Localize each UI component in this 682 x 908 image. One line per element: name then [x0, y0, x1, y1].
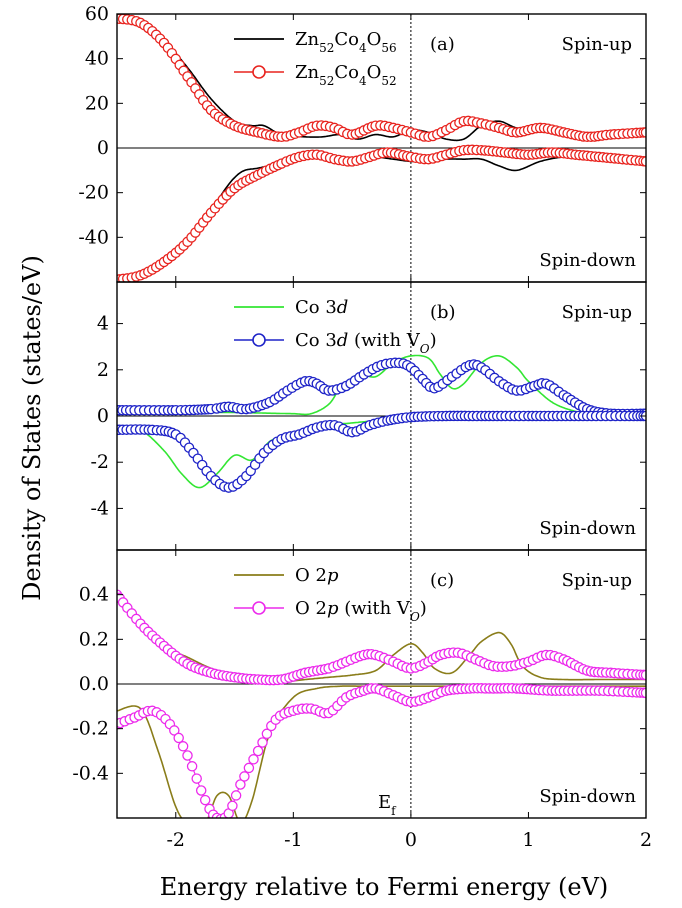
y-tick-label: -4 [90, 497, 109, 519]
y-tick-label: 0 [97, 405, 109, 427]
y-tick-label: -0.2 [72, 718, 109, 740]
legend-text-part: 56 [381, 41, 396, 55]
legend-marker [252, 333, 266, 347]
y-tick-label: 2 [97, 359, 109, 381]
legend-marker [252, 601, 266, 615]
series-group [117, 14, 646, 282]
legend-text-part: p [327, 565, 339, 586]
y-tick-label: 0.4 [79, 584, 109, 606]
legend-entry-text: O 2p [295, 565, 339, 586]
spin-down-label: Spin-down [539, 518, 636, 539]
legend-text-part: d [337, 330, 349, 351]
legend-text-part: (with V [338, 598, 410, 619]
series-marker [230, 790, 242, 801]
legend-marker [252, 65, 266, 79]
series-marker [640, 669, 646, 681]
y-tick-label: 40 [85, 48, 109, 70]
y-tick-label: 0 [97, 137, 109, 159]
fermi-label-main: E [378, 792, 391, 813]
legend-text-part: p [327, 598, 339, 619]
legend-text-part: Co [334, 29, 359, 50]
x-tick-label: 1 [522, 829, 534, 851]
legend-text-part: O [420, 342, 430, 356]
series-marker [182, 750, 193, 761]
series-marker [640, 127, 646, 138]
series-marker [235, 779, 246, 790]
x-axis-title: Energy relative to Fermi energy (eV) [160, 873, 609, 901]
legend-text-part: O [410, 610, 420, 624]
x-tick-label: -1 [284, 829, 303, 851]
panel-label: (a) [430, 34, 455, 55]
legend-text-part: Co 3 [295, 330, 337, 351]
legend-text-part: 52 [319, 41, 334, 55]
series-marker [173, 732, 184, 744]
spin-down-label: Spin-down [539, 250, 636, 271]
y-axis-title: Density of States (states/eV) [18, 255, 46, 601]
spin-down-label: Spin-down [539, 786, 636, 807]
legend-text-part: Co 3 [295, 297, 337, 318]
y-tick-label: -40 [78, 226, 109, 248]
series-marker [257, 737, 268, 748]
y-tick-label: 0.0 [79, 673, 109, 695]
series-marker [177, 741, 189, 752]
series-marker [640, 156, 646, 167]
legend-text-part: 4 [359, 41, 367, 55]
legend-text-part: O [367, 62, 382, 83]
series-marker [243, 762, 255, 774]
y-tick-label: 4 [97, 313, 109, 335]
legend-text-part: 52 [319, 74, 334, 88]
spin-up-label: Spin-up [562, 34, 632, 55]
x-tick-label: 2 [640, 829, 652, 851]
legend-text-part: O 2 [295, 598, 327, 619]
spin-up-label: Spin-up [562, 570, 632, 591]
y-tick-label: 60 [85, 3, 109, 25]
legend-text-part: ) [420, 598, 427, 619]
y-tick-label: -20 [78, 182, 109, 204]
legend-entry-text: O 2p (with VO) [295, 598, 427, 624]
legend-entry-text: Co 3d [295, 297, 348, 318]
panel-label: (b) [430, 302, 456, 323]
series-marker [195, 785, 207, 796]
y-tick-label: -2 [90, 451, 109, 473]
panel-label: (c) [430, 570, 454, 591]
series-marker [239, 771, 250, 782]
series-marker [191, 773, 202, 784]
series-group [117, 589, 646, 818]
spin-up-label: Spin-up [562, 302, 632, 323]
x-tick-label: -2 [167, 829, 186, 851]
legend-text-part: d [337, 297, 349, 318]
legend-entry-text: Co 3d (with VO) [295, 330, 437, 356]
legend-entry-text: Zn52Co4O52 [295, 62, 397, 88]
fermi-label-sub: f [391, 804, 397, 818]
series-group [117, 354, 646, 493]
series-marker [640, 687, 646, 699]
legend-entry-text: Zn52Co4O56 [295, 29, 397, 55]
legend-text-part: 4 [359, 74, 367, 88]
legend-text-part: Co [334, 62, 359, 83]
series-marker [227, 800, 238, 812]
panel-3: 0.4 0.2 0.0 -0.2 -0.4 -2 -1 0 1 2 (c) Spin-up Spin-d… [72, 549, 652, 851]
series-marker [248, 754, 259, 765]
y-tick-label: -0.4 [72, 762, 109, 784]
x-tick-label: 0 [405, 829, 417, 851]
fermi-level-label: Ef [378, 792, 397, 818]
legend-text-part: Zn [295, 29, 320, 50]
series-marker [199, 794, 211, 806]
legend-text-part: ) [430, 330, 437, 351]
series-marker [169, 725, 180, 736]
y-tick-label: 0.2 [79, 628, 109, 650]
series-marker [186, 761, 198, 772]
legend-text-part: (with V [348, 330, 420, 351]
y-tick-label: 20 [85, 92, 109, 114]
series-marker [261, 728, 273, 740]
legend-text-part: O [367, 29, 382, 50]
series-marker [252, 745, 264, 757]
legend-text-part: Zn [295, 62, 320, 83]
legend-text-part: 52 [381, 74, 396, 88]
legend-text-part: O 2 [295, 565, 327, 586]
